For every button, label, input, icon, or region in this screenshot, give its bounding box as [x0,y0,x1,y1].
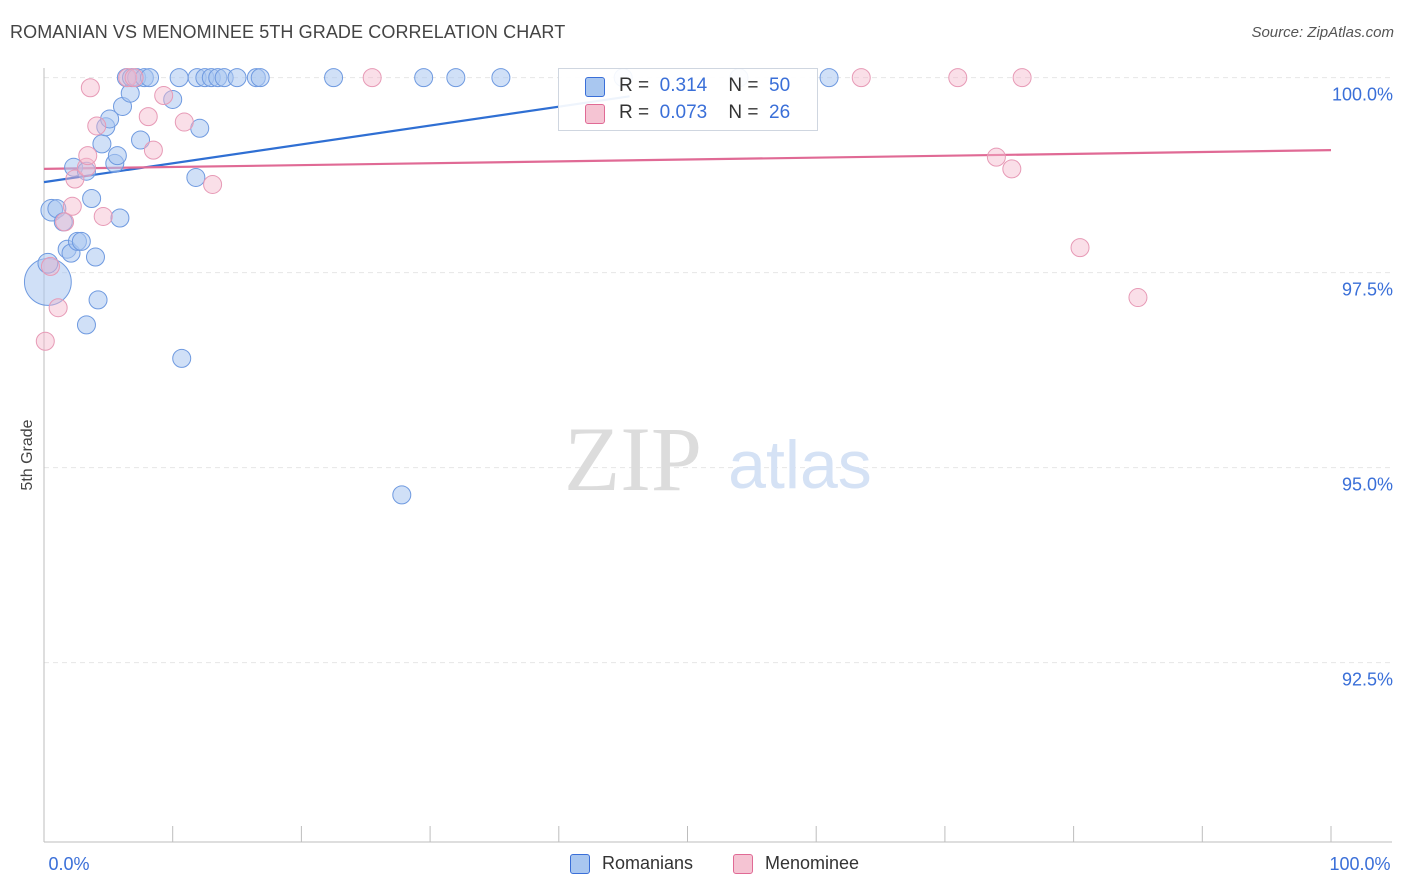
watermark-atlas: atlas [728,427,872,503]
point-menominee [93,206,113,226]
series-swatch-menominee [733,854,753,874]
point-romanians [227,68,247,88]
legend-r-romanians: 0.314 [659,75,708,96]
watermark: ZIP atlas [564,408,872,510]
series-swatch-romanians [570,854,590,874]
x-tick-label: 0.0% [48,854,89,874]
point-menominee [124,68,144,88]
point-romanians [82,189,102,208]
point-menominee [851,68,871,88]
point-menominee [1128,288,1148,308]
point-romanians [819,68,839,88]
point-romanians [76,315,96,335]
data-points [23,68,1148,505]
series-label-menominee: Menominee [765,853,860,873]
y-tick-label: 95.0% [1342,475,1393,495]
legend-swatch-menominee [585,104,605,124]
point-romanians [37,252,59,274]
legend-n-romanians: 50 [769,75,791,96]
legend-r-menominee: 0.073 [659,102,708,123]
trend-lines [43,95,1332,184]
y-axis-label: 5th Grade [19,419,36,491]
point-romanians [76,161,96,181]
y-tick-label: 100.0% [1332,85,1393,105]
point-romanians [85,247,105,267]
point-menominee [35,331,55,351]
point-romanians [71,231,91,251]
y-tick-label: 97.5% [1342,280,1393,300]
x-tick-label: 100.0% [1329,854,1390,874]
point-menominee [986,147,1006,167]
point-menominee [154,86,174,106]
point-romanians [250,68,270,88]
point-romanians [131,130,151,150]
point-romanians [110,208,130,228]
watermark-zip: ZIP [564,408,702,510]
point-menominee [143,140,163,160]
legend-text-romanians: R = 0.314 N = 50 [619,75,791,96]
point-romanians [107,146,127,166]
point-menominee [1002,159,1022,179]
legend-n-menominee: 26 [769,102,791,123]
point-romanians [491,68,511,88]
point-romanians [186,167,206,187]
chart-source: Source: ZipAtlas.com [1251,24,1394,41]
point-menominee [1070,238,1090,258]
point-romanians [163,89,183,109]
point-menominee [62,196,82,216]
point-menominee [40,256,60,276]
point-menominee [203,174,223,194]
point-romanians [414,68,434,88]
correlation-legend: R = 0.314 N = 50 R = 0.073 N = 26 [558,68,818,131]
point-menominee [948,68,968,88]
chart-title: ROMANIAN VS MENOMINEE 5TH GRADE CORRELAT… [10,22,566,42]
point-menominee [78,146,98,166]
point-menominee [138,107,158,127]
point-romanians [88,290,108,310]
point-romanians [140,68,160,88]
point-romanians [392,485,412,505]
x-tick-labels: 0.0% 100.0% [48,854,1390,874]
point-romanians [446,68,466,88]
legend-swatch-romanians [585,77,605,97]
legend-text-menominee: R = 0.073 N = 26 [619,102,791,123]
point-menominee [65,169,85,189]
point-menominee [80,78,100,98]
point-menominee [55,212,75,232]
axes [43,68,1392,843]
point-romanians [169,68,189,88]
point-romanians [92,134,112,154]
point-menominee [1012,68,1032,88]
point-menominee [118,68,138,88]
series-label-romanians: Romanians [602,853,694,873]
point-romanians [172,348,192,368]
trend-line-menominee [43,149,1332,170]
series-legend: Romanians Menominee [0,852,1406,878]
y-tick-label: 92.5% [1342,670,1393,690]
point-menominee [362,68,382,88]
point-romanians [324,68,344,88]
point-menominee [48,298,68,318]
y-tick-labels: 100.0% 97.5% 95.0% 92.5% [1332,85,1393,690]
point-menominee [174,112,194,132]
point-menominee [87,116,107,136]
